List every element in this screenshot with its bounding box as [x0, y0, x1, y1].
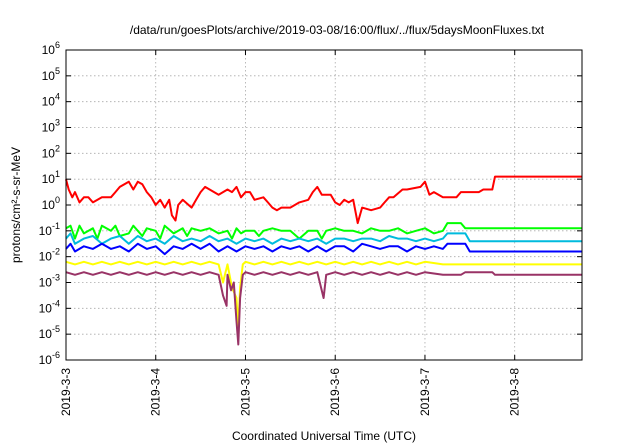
x-tick-label: 2019-3-7 — [418, 368, 432, 416]
y-tick-label: 10-6 — [39, 350, 60, 367]
y-axis-label: protons/cm²-s-sr-MeV — [9, 147, 23, 263]
y-tick-label: 104 — [42, 92, 60, 109]
x-tick-label: 2019-3-3 — [59, 368, 73, 416]
y-tick-label: 10-4 — [39, 298, 60, 315]
data-series — [65, 175, 582, 346]
series-line-2 — [65, 222, 582, 240]
x-axis: 2019-3-3 2019-3-4 2019-3-5 2019-3-6 2019-3-7… — [59, 50, 522, 416]
y-tick-label: 102 — [42, 143, 60, 160]
y-tick-label: 101 — [42, 169, 60, 186]
x-axis-label: Coordinated Universal Time (UTC) — [232, 429, 416, 443]
x-tick-label: 2019-3-8 — [508, 368, 522, 416]
y-tick-label: 105 — [42, 66, 60, 83]
series-line-5 — [65, 260, 582, 330]
y-axis: 10-6 10-5 10-4 10-3 10-2 10-1 100 101 102 103 104 1… — [39, 40, 582, 367]
y-tick-label: 10-2 — [39, 247, 60, 264]
x-tick-label: 2019-3-4 — [149, 368, 163, 416]
y-tick-label: 106 — [42, 40, 60, 57]
y-tick-label: 10-1 — [39, 221, 60, 238]
series-line-4 — [65, 242, 582, 256]
y-tick-label: 100 — [42, 195, 60, 212]
x-tick-label: 2019-3-5 — [238, 368, 252, 416]
series-line-6 — [65, 271, 582, 346]
y-tick-label: 10-3 — [39, 273, 60, 290]
grid-lines — [66, 50, 582, 360]
series-line-1 — [65, 175, 582, 225]
x-tick-label: 2019-3-6 — [328, 368, 342, 416]
chart-title: /data/run/goesPlots/archive/2019-03-08/1… — [130, 23, 545, 37]
y-tick-label: 10-5 — [39, 324, 60, 341]
series-line-3 — [65, 232, 582, 245]
y-tick-label: 103 — [42, 118, 60, 135]
